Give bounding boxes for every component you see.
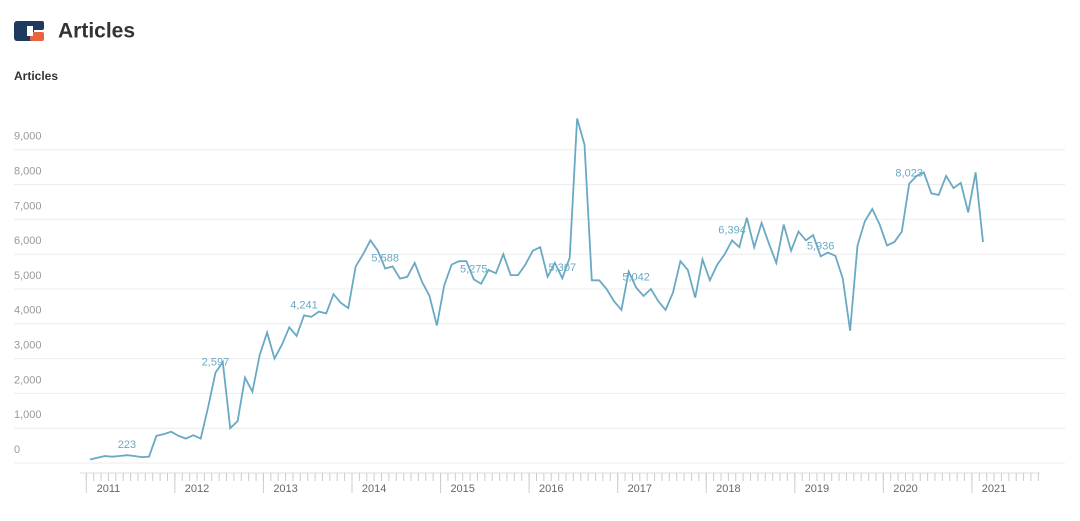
y-tick-label: 2,000 — [14, 374, 42, 386]
x-tick-label: 2019 — [805, 483, 829, 495]
y-tick-label: 0 — [14, 444, 20, 456]
y-tick-label: 6,000 — [14, 235, 42, 247]
y-tick-label: 8,000 — [14, 166, 42, 178]
x-tick-label: 2021 — [982, 483, 1006, 495]
data-label: 5,042 — [622, 271, 650, 283]
x-tick-label: 2016 — [539, 483, 563, 495]
y-axis-title: Articles — [14, 69, 58, 83]
x-tick-label: 2015 — [450, 483, 474, 495]
y-tick-label: 9,000 — [14, 131, 42, 143]
data-label: 5,275 — [460, 263, 488, 275]
x-tick-label: 2013 — [273, 483, 297, 495]
y-tick-label: 3,000 — [14, 340, 42, 352]
data-label: 4,241 — [290, 299, 318, 311]
data-label: 223 — [118, 439, 136, 451]
x-tick-label: 2018 — [716, 483, 740, 495]
y-tick-label: 5,000 — [14, 270, 42, 282]
page-title: Articles — [58, 20, 135, 43]
data-label: 5,588 — [371, 252, 399, 264]
data-label: 5,307 — [549, 262, 577, 274]
data-label: 5,936 — [807, 240, 835, 252]
y-tick-label: 4,000 — [14, 305, 42, 317]
line-series — [89, 118, 984, 461]
data-label: 2,597 — [202, 357, 230, 369]
y-tick-label: 7,000 — [14, 200, 42, 212]
x-tick-label: 2020 — [893, 483, 917, 495]
data-label: 8,023 — [895, 168, 923, 180]
data-label: 6,394 — [718, 224, 746, 236]
x-tick-label: 2017 — [628, 483, 652, 495]
y-tick-label: 1,000 — [14, 409, 42, 421]
logo — [14, 21, 44, 41]
x-tick-label: 2011 — [97, 483, 121, 495]
x-tick-label: 2014 — [362, 483, 386, 495]
x-tick-label: 2012 — [185, 483, 209, 495]
